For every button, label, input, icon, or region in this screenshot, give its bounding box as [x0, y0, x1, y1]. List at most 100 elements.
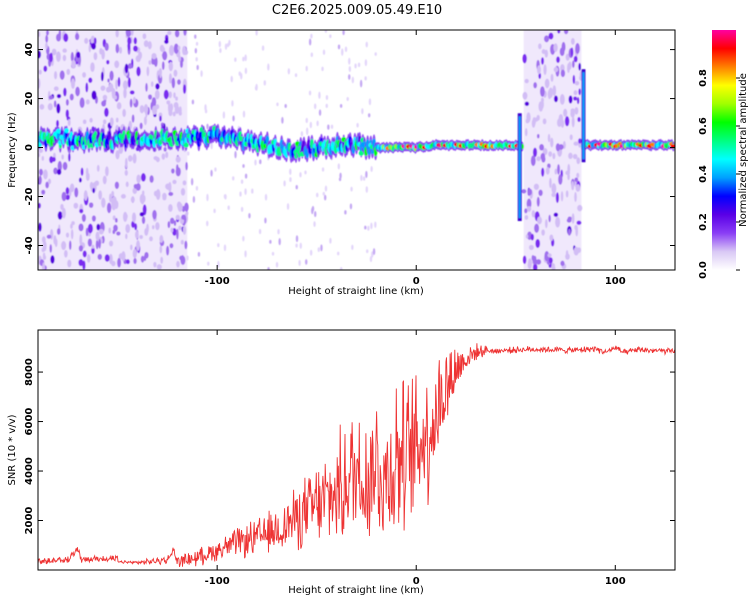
noise-blob — [182, 84, 187, 94]
speckle-blob — [222, 111, 226, 119]
noise-blob — [170, 227, 174, 233]
snr-xtick-label: -100 — [205, 576, 230, 587]
noise-blob — [563, 30, 569, 35]
speckle-blob — [357, 62, 361, 68]
snr-xtick-label: 0 — [413, 576, 420, 587]
speckle-blob — [254, 159, 257, 166]
noise-blob — [540, 86, 545, 97]
noise-blob — [553, 43, 558, 53]
noise-blob — [38, 50, 41, 59]
noise-blob — [173, 92, 176, 99]
noise-blob — [558, 114, 564, 123]
noise-blob — [185, 210, 189, 216]
speckle-blob — [294, 73, 298, 78]
speckle-blob — [318, 91, 321, 99]
noise-blob — [168, 61, 174, 72]
noise-blob — [45, 42, 48, 50]
noise-blob — [573, 90, 578, 96]
noise-blob — [524, 208, 528, 214]
noise-blob — [530, 233, 534, 241]
snr-ticks: -100 0 100 2000 4000 6000 8000 — [24, 330, 675, 587]
noise-blob — [151, 105, 158, 115]
speckle-blob — [224, 43, 228, 50]
noise-blob — [88, 202, 94, 208]
noise-blob — [152, 209, 157, 220]
noise-blob — [171, 77, 176, 89]
speckle-blob — [239, 191, 242, 197]
speckle-blob — [232, 115, 235, 122]
noise-blob — [548, 257, 553, 264]
speckle-blob — [206, 123, 209, 130]
noise-blob — [151, 97, 157, 107]
noise-blob — [112, 215, 116, 221]
noise-blob — [535, 238, 541, 248]
noise-blob — [141, 190, 145, 196]
noise-blob — [568, 61, 572, 70]
speckle-blob — [267, 63, 270, 71]
speckle-blob — [364, 59, 368, 67]
noise-blob — [531, 210, 536, 218]
speckle-blob — [213, 208, 216, 214]
noise-blob — [53, 86, 59, 91]
noise-blob — [123, 88, 127, 99]
noise-blob — [83, 190, 88, 201]
noise-blob — [87, 223, 93, 234]
noise-blob — [139, 212, 145, 217]
noise-blob — [174, 30, 180, 38]
noise-blob — [542, 118, 547, 125]
noise-blob — [163, 147, 167, 152]
noise-blob — [533, 82, 537, 89]
noise-blob — [139, 105, 145, 114]
noise-blob — [563, 108, 568, 117]
speckle-blob — [366, 249, 369, 254]
noise-blob — [42, 255, 47, 260]
noise-blob — [527, 188, 533, 196]
noise-blob — [113, 95, 117, 100]
noise-blob — [575, 225, 579, 237]
speckle-blob — [327, 124, 330, 130]
speckle-blob — [305, 117, 308, 124]
speckle-blob — [364, 76, 367, 81]
speckle-blob — [240, 179, 244, 184]
noise-blob — [145, 107, 148, 118]
speckle-blob — [244, 250, 247, 258]
noise-blob — [144, 251, 149, 259]
noise-blob — [155, 156, 160, 163]
noise-blob — [91, 215, 96, 222]
noise-blob — [119, 46, 123, 54]
noise-blob — [574, 107, 579, 115]
speckle-blob — [283, 180, 286, 187]
noise-blob — [108, 253, 113, 265]
noise-blob — [104, 254, 110, 262]
noise-blob — [570, 47, 574, 57]
speckle-blob — [264, 217, 267, 224]
noise-blob — [541, 229, 545, 236]
noise-blob — [115, 79, 118, 90]
noise-blob — [177, 79, 181, 85]
speckle-blob — [362, 176, 366, 181]
noise-blob — [173, 43, 179, 54]
speckle-blob — [214, 167, 217, 172]
signal-peak — [56, 128, 62, 134]
noise-blob — [539, 144, 545, 151]
noise-blob — [68, 152, 71, 162]
noise-blob — [558, 174, 563, 185]
speckle-blob — [322, 49, 326, 55]
noise-blob — [49, 244, 52, 253]
noise-blob — [46, 30, 49, 36]
noise-blob — [159, 235, 164, 243]
speckle-blob — [255, 30, 258, 36]
noise-blob — [124, 157, 128, 169]
noise-blob — [50, 255, 55, 264]
noise-blob — [67, 118, 71, 127]
noise-blob — [82, 260, 86, 270]
speckle-blob — [242, 164, 245, 168]
noise-blob — [160, 256, 164, 264]
speckle-blob — [251, 188, 254, 194]
noise-blob — [547, 133, 551, 143]
noise-blob — [168, 45, 175, 56]
speckle-blob — [367, 113, 371, 118]
speckle-blob — [321, 66, 324, 72]
speckle-blob — [365, 170, 368, 179]
noise-blob — [136, 240, 141, 251]
